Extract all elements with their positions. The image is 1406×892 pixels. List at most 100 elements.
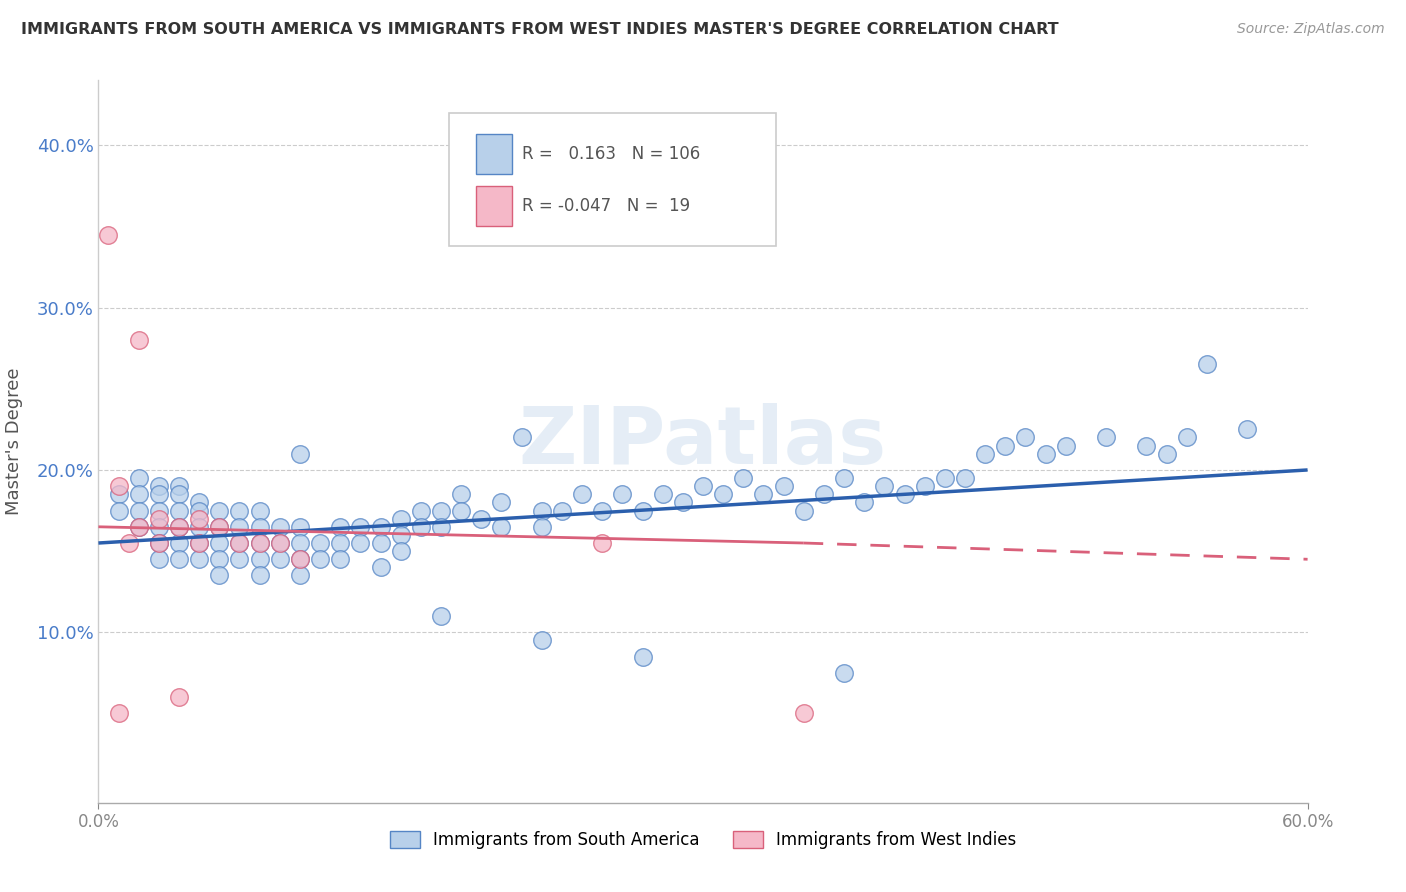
Point (832, 665, 855, 680)
Point (128, 520, 150, 534)
Point (953, 471, 976, 485)
Point (349, 536, 371, 550)
Point (128, 520, 150, 534)
Point (249, 520, 271, 534)
Point (591, 503, 613, 517)
Point (269, 536, 291, 550)
Point (249, 536, 271, 550)
Point (651, 487, 673, 501)
Point (1156, 447, 1178, 461)
Point (167, 520, 190, 534)
Point (430, 520, 453, 534)
Point (873, 479, 896, 493)
Point (370, 560, 392, 574)
FancyBboxPatch shape (475, 135, 512, 174)
Point (389, 511, 412, 525)
Text: ZIPatlas: ZIPatlas (519, 402, 887, 481)
Point (530, 520, 553, 534)
Point (370, 520, 392, 534)
Point (228, 536, 250, 550)
Point (167, 479, 190, 493)
Point (148, 487, 170, 501)
Point (571, 487, 593, 501)
Point (974, 447, 997, 461)
Point (470, 511, 492, 525)
Point (167, 552, 190, 566)
Point (349, 520, 371, 534)
Point (228, 536, 250, 550)
Point (1035, 447, 1057, 461)
Point (793, 706, 815, 721)
Point (148, 520, 170, 534)
Point (107, 706, 129, 721)
Point (208, 536, 231, 550)
Point (510, 430, 533, 444)
Point (1236, 422, 1258, 436)
Point (208, 520, 231, 534)
Point (208, 568, 231, 582)
Point (1195, 358, 1218, 372)
Point (128, 471, 150, 485)
Point (148, 511, 170, 525)
Point (329, 520, 352, 534)
Point (288, 447, 311, 461)
Point (188, 536, 211, 550)
Point (672, 495, 695, 509)
Point (793, 503, 815, 517)
Point (530, 503, 553, 517)
Legend: Immigrants from South America, Immigrants from West Indies: Immigrants from South America, Immigrant… (382, 824, 1024, 856)
Point (1095, 430, 1118, 444)
Point (631, 649, 654, 664)
Point (107, 503, 129, 517)
Point (107, 487, 129, 501)
Point (188, 503, 211, 517)
Point (269, 552, 291, 566)
Point (389, 528, 412, 542)
Point (853, 495, 876, 509)
Point (1135, 439, 1157, 453)
Point (551, 503, 574, 517)
Point (167, 536, 190, 550)
Point (188, 552, 211, 566)
Point (288, 520, 311, 534)
Point (148, 552, 170, 566)
Point (269, 536, 291, 550)
Point (752, 487, 775, 501)
Point (228, 520, 250, 534)
Text: R =   0.163   N = 106: R = 0.163 N = 106 (522, 145, 700, 163)
Point (491, 495, 513, 509)
Point (1054, 439, 1077, 453)
Point (591, 536, 613, 550)
Point (208, 503, 231, 517)
Point (249, 552, 271, 566)
Point (228, 552, 250, 566)
Point (772, 479, 794, 493)
Point (309, 552, 332, 566)
Point (733, 471, 755, 485)
Point (450, 487, 472, 501)
Point (188, 495, 211, 509)
FancyBboxPatch shape (475, 186, 512, 227)
Point (128, 333, 150, 347)
Point (994, 439, 1017, 453)
Point (228, 503, 250, 517)
Point (813, 487, 835, 501)
Text: IMMIGRANTS FROM SOUTH AMERICA VS IMMIGRANTS FROM WEST INDIES MASTER'S DEGREE COR: IMMIGRANTS FROM SOUTH AMERICA VS IMMIGRA… (21, 22, 1059, 37)
Point (148, 536, 170, 550)
Point (269, 520, 291, 534)
Point (167, 520, 190, 534)
Point (167, 690, 190, 705)
Point (430, 609, 453, 624)
Point (893, 487, 915, 501)
Point (188, 511, 211, 525)
Point (288, 568, 311, 582)
Point (934, 471, 956, 485)
Point (128, 487, 150, 501)
Point (430, 503, 453, 517)
Point (1014, 430, 1036, 444)
Point (167, 503, 190, 517)
Point (188, 536, 211, 550)
Point (97, 227, 120, 242)
Point (711, 487, 734, 501)
Point (167, 487, 190, 501)
